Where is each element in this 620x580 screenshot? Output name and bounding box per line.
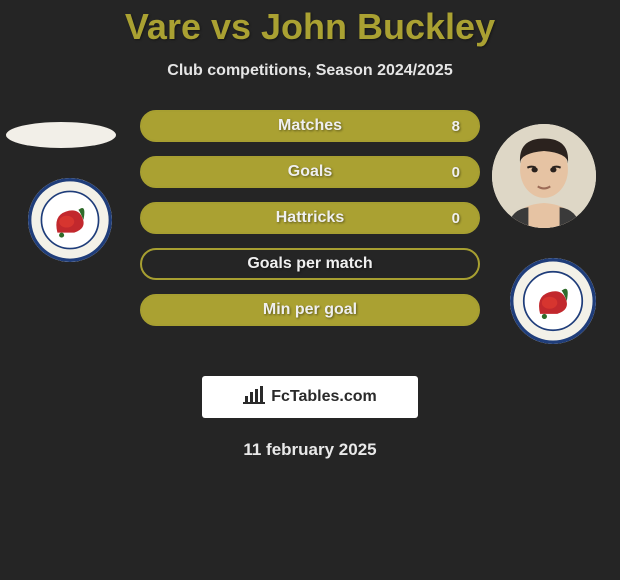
page-title: Vare vs John Buckley: [0, 0, 620, 48]
subtitle: Club competitions, Season 2024/2025: [0, 62, 620, 80]
stat-row-hattricks: Hattricks 0: [140, 202, 480, 234]
watermark-text: FcTables.com: [271, 388, 377, 406]
stat-value-right: 0: [452, 210, 460, 227]
stats-rows: Matches 8 Goals 0 Hattricks 0 Goals per …: [140, 110, 480, 340]
stat-value-right: 8: [452, 118, 460, 135]
stat-label: Goals: [288, 163, 332, 181]
stat-label: Hattricks: [276, 209, 344, 227]
date-text: 11 february 2025: [0, 440, 620, 460]
stat-row-matches: Matches 8: [140, 110, 480, 142]
bar-chart-icon: [243, 386, 265, 409]
stat-row-min-per-goal: Min per goal: [140, 294, 480, 326]
stat-label: Goals per match: [247, 255, 372, 273]
watermark: FcTables.com: [202, 376, 418, 418]
stat-row-goals: Goals 0: [140, 156, 480, 188]
stat-row-goals-per-match: Goals per match: [140, 248, 480, 280]
stat-value-right: 0: [452, 164, 460, 181]
stat-label: Matches: [278, 117, 342, 135]
stat-label: Min per goal: [263, 301, 357, 319]
